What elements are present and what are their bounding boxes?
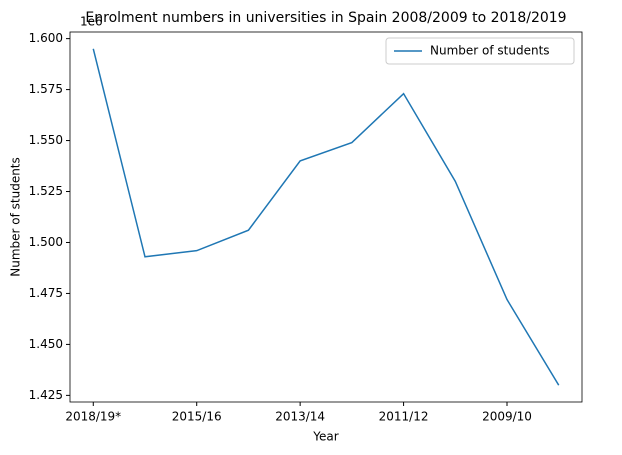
- y-tick-label: 1.525: [29, 184, 63, 198]
- x-tick-label: 2018/19*: [65, 410, 121, 424]
- plot-frame: [69, 31, 583, 403]
- line: [92, 48, 560, 386]
- y-tick-label: 1.475: [29, 286, 63, 300]
- y-axis-label: Number of students: [9, 157, 23, 277]
- y-tick-label: 1.450: [29, 337, 63, 351]
- y-tick-label: 1.500: [29, 235, 63, 249]
- chart-title: Enrolment numbers in universities in Spa…: [85, 10, 566, 26]
- x-axis-label: Year: [312, 430, 338, 444]
- y-tick-label: 1.600: [29, 31, 63, 45]
- legend-box: [385, 37, 575, 65]
- x-tick-label: 2015/16: [172, 410, 222, 424]
- legend-label: Number of students: [430, 44, 550, 58]
- y-tick-label: 1.550: [29, 133, 63, 147]
- x-tick-label: 2011/12: [379, 410, 429, 424]
- x-tick-label: 2013/14: [275, 410, 325, 424]
- x-tick-label: 2009/10: [482, 410, 532, 424]
- y-tick-label: 1.575: [29, 82, 63, 96]
- y-offset-label: 1e6: [80, 15, 103, 29]
- y-tick-label: 1.425: [29, 388, 63, 402]
